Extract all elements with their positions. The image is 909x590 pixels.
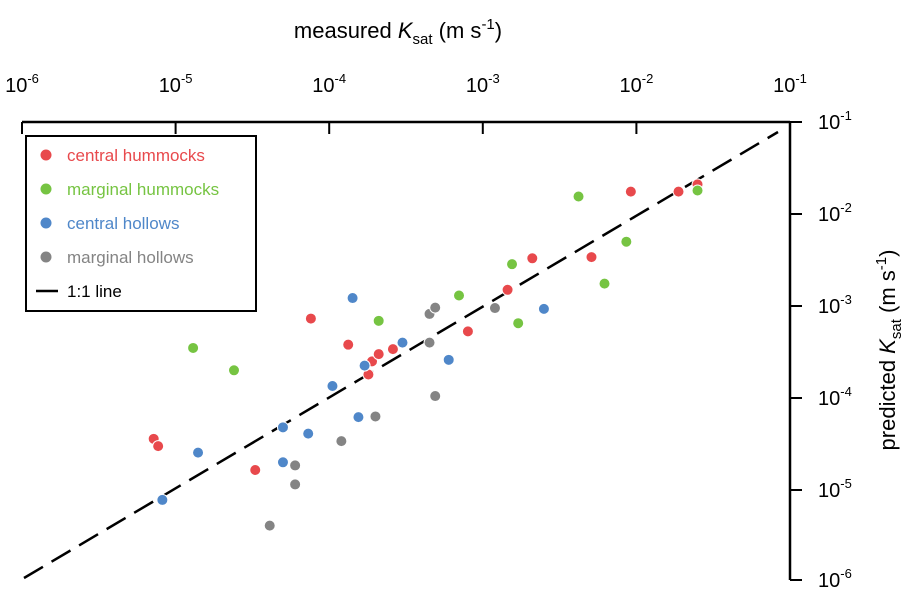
data-point: [302, 427, 315, 440]
data-point: [585, 251, 598, 264]
legend-box: [25, 135, 257, 312]
data-point: [501, 283, 514, 296]
data-point: [276, 421, 289, 434]
data-point: [358, 359, 371, 372]
data-point: [352, 411, 365, 424]
data-point: [372, 348, 385, 361]
legend: central hummocks marginal hummocks central…: [25, 135, 257, 312]
one-to-one-line: [23, 130, 779, 580]
legend-label: marginal hollows: [67, 248, 194, 267]
data-point: [691, 184, 704, 197]
data-point: [263, 519, 276, 532]
legend-label: marginal hummocks: [67, 180, 219, 199]
x-tick-label: 10-4: [312, 71, 346, 97]
data-point: [620, 235, 633, 248]
y-tick-label: 10-1: [818, 108, 852, 134]
data-point: [386, 343, 399, 356]
data-point: [228, 364, 241, 377]
y-tick-label: 10-5: [818, 476, 852, 502]
data-point: [423, 336, 436, 349]
data-point: [276, 456, 289, 469]
y-axis-ticks: 10-1 10-2 10-3 10-4 10-5 10-6: [790, 108, 852, 590]
series-central-hollows: [156, 292, 550, 506]
data-point: [442, 353, 455, 366]
data-point: [289, 459, 302, 472]
data-point: [342, 338, 355, 351]
data-point: [335, 435, 348, 448]
legend-marker: [40, 149, 52, 161]
data-point: [396, 336, 409, 349]
data-point: [672, 185, 685, 198]
x-tick-label: 10-3: [466, 71, 500, 97]
series-marginal-hollows: [263, 301, 501, 532]
data-point: [624, 185, 637, 198]
series-marginal-hummocks: [187, 184, 704, 377]
x-axis-ticks: 10-6 10-5 10-4 10-3 10-2 10-1: [5, 71, 807, 134]
data-point: [249, 463, 262, 476]
x-tick-label: 10-1: [773, 71, 807, 97]
series-central-hummocks: [147, 178, 704, 476]
data-point: [429, 301, 442, 314]
data-point: [369, 410, 382, 423]
data-point: [598, 277, 611, 290]
data-points: [147, 178, 704, 532]
data-point: [289, 478, 302, 491]
legend-label: central hollows: [67, 214, 179, 233]
data-point: [152, 440, 165, 453]
data-point: [506, 258, 519, 271]
data-point: [461, 325, 474, 338]
legend-marker: [40, 183, 52, 195]
data-point: [304, 312, 317, 325]
y-tick-label: 10-3: [818, 292, 852, 318]
legend-label: central hummocks: [67, 146, 205, 165]
data-point: [512, 317, 525, 330]
data-point: [192, 446, 205, 459]
data-point: [156, 493, 169, 506]
legend-marker: [40, 217, 52, 229]
data-point: [572, 190, 585, 203]
data-point: [372, 314, 385, 327]
y-tick-label: 10-6: [818, 566, 852, 590]
data-point: [346, 292, 359, 305]
data-point: [326, 380, 339, 393]
data-point: [187, 341, 200, 354]
data-point: [429, 390, 442, 403]
y-axis-title: predicted Ksat (m s-1): [873, 250, 905, 451]
data-point: [526, 252, 539, 265]
data-point: [453, 289, 466, 302]
x-tick-label: 10-6: [5, 71, 39, 97]
x-tick-label: 10-2: [619, 71, 653, 97]
data-point: [488, 302, 501, 315]
legend-marker: [40, 251, 52, 263]
data-point: [537, 302, 550, 315]
y-tick-label: 10-2: [818, 200, 852, 226]
x-axis-title: measured Ksat (m s-1): [294, 16, 502, 48]
y-tick-label: 10-4: [818, 384, 852, 410]
legend-label: 1:1 line: [67, 282, 122, 301]
x-tick-label: 10-5: [159, 71, 193, 97]
